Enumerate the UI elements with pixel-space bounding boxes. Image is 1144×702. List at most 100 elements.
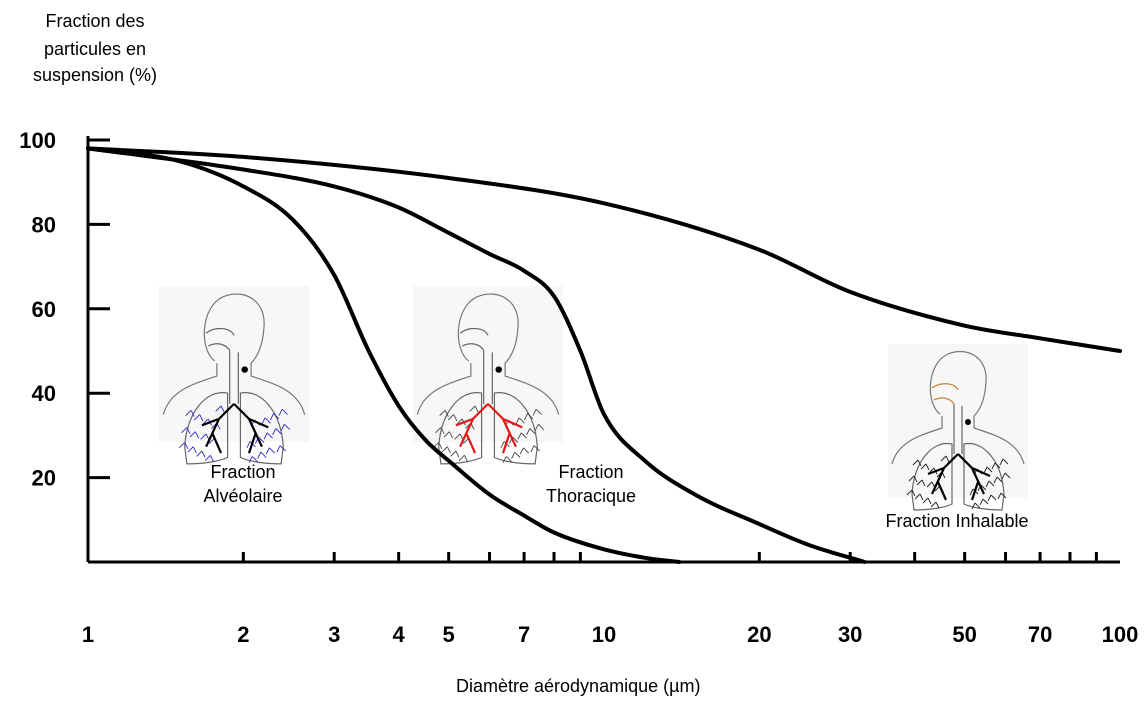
alveolaire-figure-alveolus (181, 427, 191, 435)
alveolaire-figure-alveolus (272, 428, 282, 436)
curves (86, 146, 1122, 564)
thoracique-figure-alveolus (526, 428, 536, 436)
inhalable-figure-alveolus (906, 489, 916, 497)
inhalable-label: Fraction Inhalable (885, 511, 1028, 531)
thoracique-figure-alveolus (443, 431, 454, 439)
x-tick-label: 100 (1102, 622, 1139, 647)
alveolaire-figure-body-outline (162, 293, 306, 415)
thoracique-figure-alveolus (435, 427, 445, 435)
inhalable-figure-alveolus (912, 459, 922, 467)
lung-figures (159, 286, 1028, 511)
inhalable-figure-bronchi (927, 453, 991, 501)
thoracique-figure-alveolus (458, 454, 469, 462)
thoracique-figure-alveolus (517, 432, 527, 440)
thoracique-figure-left-lung (438, 392, 483, 465)
thoracique-figure-alveolus (502, 456, 512, 464)
alveolaire-figure-alveolus (196, 450, 206, 458)
inhalable-figure-alveolus (997, 492, 1007, 500)
thoracique-figure-alveolus (519, 447, 530, 455)
alveolaire-label-line: Fraction (210, 462, 275, 482)
thoracique-figure-alveolus (469, 405, 479, 413)
alveolaire-figure-alveolus (248, 456, 258, 464)
thoracique-figure-alveolus (515, 417, 525, 425)
inhalable-figure-alveolus (983, 466, 993, 474)
alveolaire-figure-alveolus (261, 417, 271, 425)
thoracique-figure-larynx (495, 366, 502, 373)
thoracique-figure-trachea (483, 350, 493, 404)
inhalable-figure-alveolus (908, 475, 918, 483)
inhalable-figure-airway (931, 383, 959, 405)
series-line-fraction-alv-olaire (86, 146, 682, 564)
thoracique-figure-alveolus (530, 445, 540, 453)
alveolaire-figure-alveolus (193, 414, 204, 422)
y-tick-label: 60 (32, 297, 56, 322)
inhalable-figure-alveolus (922, 497, 932, 505)
inhalable-figure-alveolus (914, 493, 924, 501)
thoracique-figure-alveolus (523, 413, 534, 421)
alveolaire-figure-alveolus (263, 432, 273, 440)
thoracique-figure-body-outline (416, 293, 560, 415)
inhalable-figure-body-outline (891, 350, 1025, 465)
x-tick-label: 1 (82, 622, 94, 647)
thoracique-label-line: Thoracique (546, 486, 636, 506)
thoracique-label: Fraction Thoracique (546, 462, 636, 506)
inhalable-figure-alveolus (1001, 472, 1011, 480)
inhalable-figure-left-lung (911, 443, 953, 511)
alveolaire-figure-alveolus (265, 447, 276, 455)
thoracique-figure (413, 286, 563, 465)
series-line-fraction-inhalable (86, 146, 1122, 353)
alveolaire-label: Fraction Alvéolaire (203, 462, 282, 506)
alveolaire-figure-alveolus (215, 405, 225, 413)
y-axis-label-line-1: Fraction des (45, 11, 145, 31)
inhalable-figure-trachea (953, 404, 963, 454)
y-tick-label: 100 (19, 128, 56, 153)
series-line-fraction-thoracique (86, 146, 867, 564)
alveolaire-figure-alveolus (257, 451, 267, 459)
alveolaire-figure-alveolus (187, 446, 197, 454)
alveolaire-figure-larynx (241, 366, 248, 373)
thoracique-label-line: Fraction (558, 462, 623, 482)
inhalable-figure-alveolus (920, 463, 930, 471)
alveolaire-figure-left-lung (184, 392, 229, 465)
alveolaire-figure (159, 286, 309, 465)
inhalable-figure-alveolus (979, 498, 989, 506)
x-tick-label: 4 (393, 622, 406, 647)
thoracique-figure-bronchi (455, 403, 523, 454)
alveolaire-figure-right-lung (239, 392, 284, 465)
inhalable-figure-background (888, 344, 1028, 498)
inhalable-figure-alveolus (940, 455, 950, 463)
inhalable-figure-alveolus (987, 494, 997, 502)
inhalable-figure-alveolus (930, 501, 940, 509)
thoracique-figure-airway (459, 327, 489, 351)
inhalable-figure-alveolus (993, 476, 1003, 484)
x-tick-label: 5 (443, 622, 455, 647)
alveolaire-figure-bronchi (201, 403, 269, 454)
thoracique-figure-alveolus (450, 450, 460, 458)
x-axis-label: Diamètre aérodynamique (µm) (456, 676, 701, 696)
alveolaire-figure-alveolus (278, 408, 288, 416)
inhalable-figure-alveolus (916, 479, 926, 487)
alveolaire-figure-background (159, 286, 309, 442)
y-axis-label-line-3: suspension (%) (32, 65, 158, 85)
thoracique-figure-alveolus (447, 414, 458, 422)
alveolaire-figure-airway (205, 327, 235, 351)
inhalable-figure (888, 344, 1028, 511)
axes (86, 136, 1120, 564)
ticks: 20 40 60 80 100 1 2 3 4 5 7 10 20 30 50 70 100 (19, 128, 1138, 647)
thoracique-figure-alveolus (534, 423, 545, 431)
y-tick-label: 40 (32, 381, 56, 406)
alveolaire-figure-alveolus (178, 442, 189, 450)
thoracique-figure-right-lung (493, 392, 538, 465)
x-tick-label: 20 (747, 622, 771, 647)
y-tick-label: 20 (32, 466, 56, 491)
alveolaire-figure-alveolus (280, 423, 291, 431)
y-tick-label: 80 (32, 212, 56, 237)
x-tick-label: 2 (237, 622, 249, 647)
alveolaire-label-line: Alvéolaire (203, 486, 282, 506)
alveolaire-figure-alveolus (204, 454, 215, 462)
alveolaire-figure-alveolus (276, 445, 286, 453)
x-tick-label: 50 (952, 622, 976, 647)
inhalable-figure-alveolus (999, 458, 1009, 466)
